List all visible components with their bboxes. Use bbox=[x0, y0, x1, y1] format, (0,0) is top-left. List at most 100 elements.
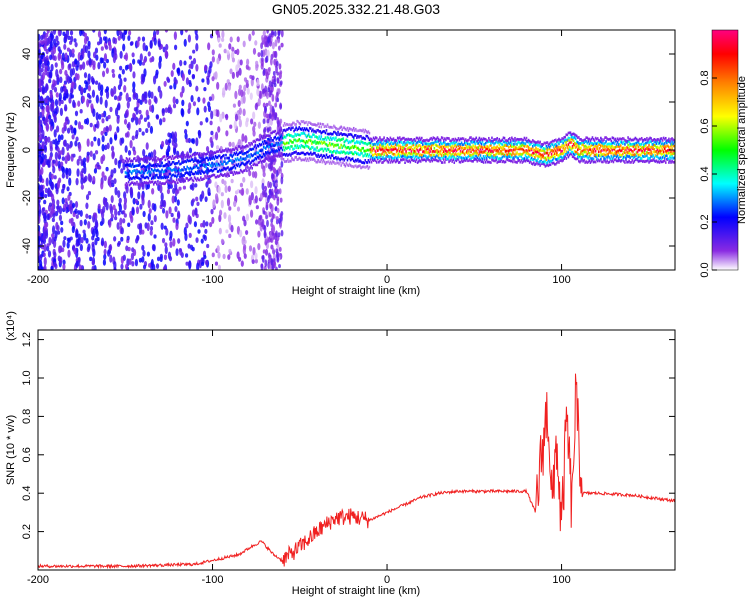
spectrogram-cell bbox=[501, 138, 504, 142]
spectrogram-cell bbox=[173, 174, 176, 178]
spectrogram-cell bbox=[404, 138, 406, 142]
spectrogram-cell bbox=[502, 145, 505, 149]
spectrogram-cell bbox=[349, 164, 352, 167]
spectrogram-cell bbox=[500, 139, 503, 143]
spectrogram-cell bbox=[358, 148, 360, 151]
spectrogram-cell bbox=[569, 148, 572, 151]
spectrogram-cell bbox=[321, 130, 324, 134]
spectrogram-cell bbox=[429, 137, 431, 141]
spectrogram-cell bbox=[387, 140, 390, 144]
spectrogram-cell bbox=[144, 181, 147, 185]
spectrogram-cell bbox=[264, 136, 267, 139]
spectrogram-cell bbox=[605, 145, 607, 148]
spectrogram-cell bbox=[271, 142, 273, 146]
spectrogram-cell bbox=[486, 154, 489, 157]
spectrogram-cell bbox=[518, 145, 520, 149]
spectrogram-cell bbox=[131, 160, 134, 163]
spectrogram-cell bbox=[489, 151, 491, 155]
spectrogram-cell bbox=[442, 146, 445, 149]
spectrogram-cell bbox=[191, 172, 194, 175]
spectrogram-cell bbox=[278, 148, 281, 152]
spectrogram-cell bbox=[257, 161, 260, 165]
spectrogram-cell bbox=[236, 164, 239, 168]
spectrogram-cell bbox=[272, 166, 276, 173]
spectrogram-cell bbox=[542, 149, 545, 152]
spectrogram-cell bbox=[494, 153, 496, 157]
spectrogram-cell bbox=[510, 139, 512, 142]
spectrogram-cell bbox=[420, 136, 423, 140]
spectrogram-cell bbox=[422, 143, 424, 146]
spectrogram-cell bbox=[441, 151, 444, 155]
spectrogram-cell bbox=[390, 150, 393, 154]
spectrogram-cell bbox=[328, 150, 331, 154]
spectrogram-cell bbox=[508, 155, 511, 159]
spectrogram-cell bbox=[348, 140, 351, 143]
spectrogram-cell bbox=[40, 105, 44, 110]
spectrogram-cell bbox=[562, 146, 564, 150]
spectrogram-cell bbox=[607, 147, 609, 151]
spectrogram-cell bbox=[407, 140, 409, 144]
spectrogram-cell bbox=[370, 151, 373, 154]
spectrogram-cell bbox=[422, 158, 424, 162]
spectrogram-cell bbox=[119, 77, 123, 87]
spectrogram-cell bbox=[407, 160, 409, 163]
spectrogram-cell bbox=[88, 99, 92, 104]
spectrogram-cell bbox=[330, 138, 333, 141]
spectrogram-cell bbox=[249, 166, 251, 170]
spectrogram-cell bbox=[403, 155, 405, 158]
spectrogram-cell bbox=[552, 145, 555, 148]
spectrogram-cell bbox=[195, 179, 198, 182]
spectrogram-cell bbox=[142, 183, 145, 187]
spectrogram-cell bbox=[505, 144, 508, 147]
spectrogram-cell bbox=[231, 148, 234, 151]
spectrogram-cell bbox=[100, 181, 104, 190]
spectrogram-cell bbox=[380, 141, 382, 144]
spectrogram-cell bbox=[251, 75, 255, 81]
spectrogram-cell bbox=[149, 163, 152, 167]
spectrogram-cell bbox=[470, 140, 472, 143]
spectrogram-cell bbox=[133, 165, 135, 169]
spectrogram-cell bbox=[145, 165, 148, 169]
spectrogram-cell bbox=[527, 152, 530, 156]
spectrogram-cell bbox=[428, 142, 430, 146]
spectrogram-cell bbox=[131, 260, 135, 267]
spectrogram-cell bbox=[270, 131, 272, 135]
spectrogram-cell bbox=[71, 52, 75, 58]
spectrogram-cell bbox=[593, 153, 596, 157]
spectrogram-cell bbox=[273, 30, 277, 37]
spectrogram-cell bbox=[383, 139, 385, 143]
spectrogram-cell bbox=[184, 132, 188, 140]
spectrogram-cell bbox=[307, 133, 310, 136]
spectrogram-cell bbox=[599, 139, 601, 142]
spectrogram-cell bbox=[281, 148, 284, 152]
spectrogram-cell bbox=[445, 152, 447, 156]
spectrogram-cell bbox=[600, 144, 602, 148]
spectrogram-cell bbox=[322, 141, 325, 144]
spectrogram-cell bbox=[535, 159, 537, 162]
spectrogram-cell bbox=[166, 176, 169, 179]
spectrogram-cell bbox=[506, 158, 509, 162]
spectrogram-cell bbox=[514, 140, 516, 143]
spectrogram-cell bbox=[519, 160, 522, 164]
spectrogram-cell bbox=[137, 183, 139, 186]
spectrogram-cell bbox=[149, 174, 152, 177]
spectrogram-cell bbox=[187, 159, 190, 163]
spectrogram-cell bbox=[392, 137, 395, 140]
spectrogram-cell bbox=[262, 135, 265, 138]
spectrogram-cell bbox=[361, 152, 363, 155]
spectrogram-cell bbox=[322, 149, 325, 153]
spectrogram-cell bbox=[261, 254, 265, 263]
spectrogram-cell bbox=[337, 151, 339, 154]
spectrogram-cell bbox=[313, 157, 315, 161]
spectrogram-cell bbox=[201, 190, 205, 199]
spectrogram-cell bbox=[512, 138, 514, 141]
spectrogram-cell bbox=[264, 238, 268, 243]
spectrogram-cell bbox=[425, 142, 427, 145]
spectrogram-cell bbox=[166, 179, 169, 182]
spectrogram-cell bbox=[522, 148, 525, 152]
spectrogram-cell bbox=[321, 160, 324, 164]
spectrogram-cell bbox=[480, 160, 483, 163]
spectrogram-cell bbox=[73, 127, 77, 134]
spectrogram-cell bbox=[614, 158, 617, 161]
spectrogram-cell bbox=[300, 151, 303, 155]
